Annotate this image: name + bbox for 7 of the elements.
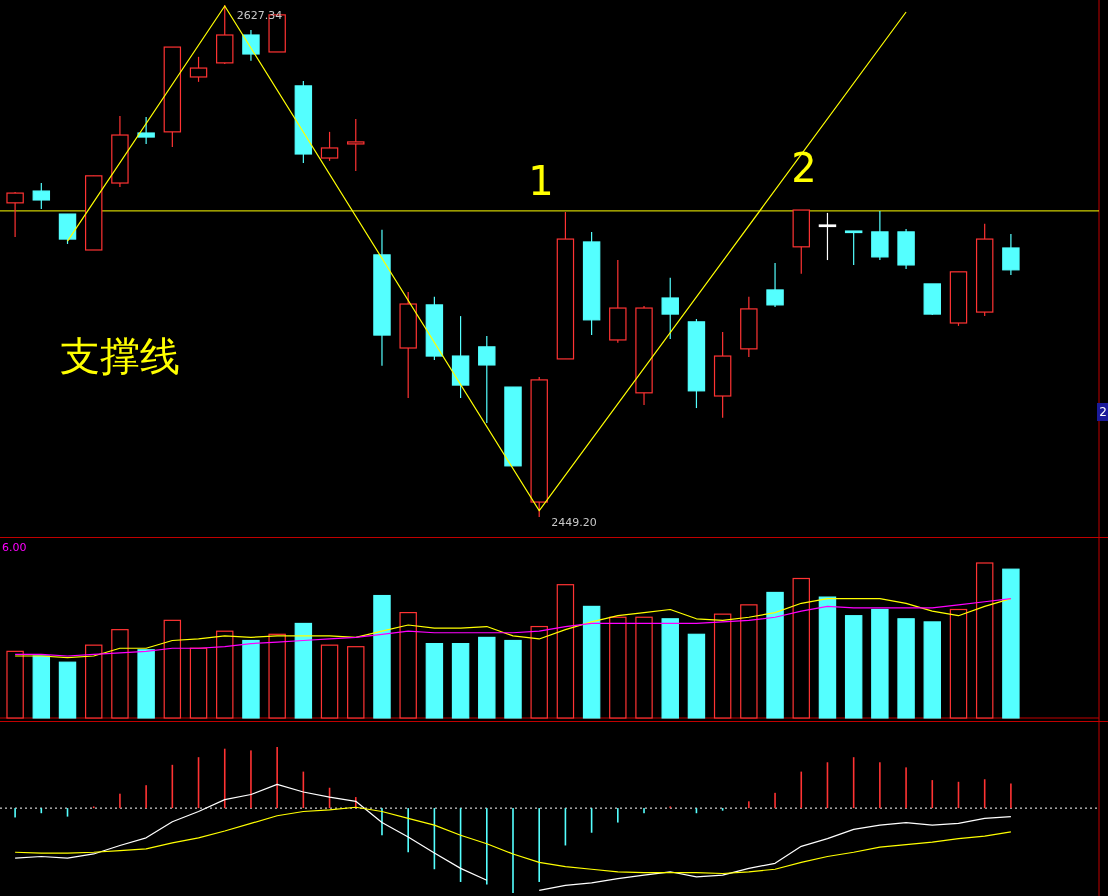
annotation: 2449.20	[551, 516, 597, 529]
annotation: 2627.34	[236, 9, 283, 22]
annotation: 支撑线	[60, 333, 180, 379]
annotation: 2	[791, 145, 817, 191]
annotation: 2	[1099, 405, 1107, 419]
annotation: 1	[528, 158, 554, 204]
annotation: 6.00	[2, 541, 27, 554]
